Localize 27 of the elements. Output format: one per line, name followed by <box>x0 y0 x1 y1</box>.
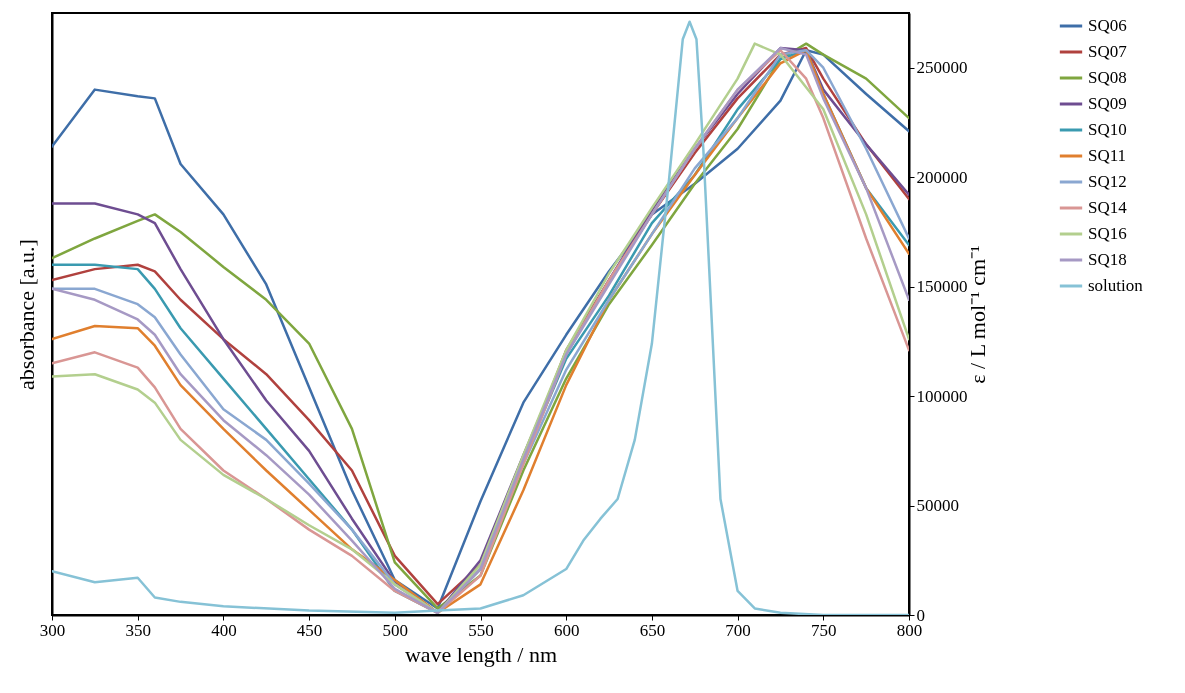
legend-label: SQ06 <box>1088 16 1127 35</box>
x-tick-label: 400 <box>211 620 237 640</box>
x-tick-label: 700 <box>725 620 751 640</box>
x-tick-label: 650 <box>639 620 666 640</box>
legend-label: SQ10 <box>1088 120 1127 139</box>
x-tick-label: 500 <box>382 620 409 640</box>
x-tick-label: 550 <box>468 620 494 640</box>
legend-label: SQ08 <box>1088 68 1127 87</box>
legend-label: SQ12 <box>1088 172 1127 191</box>
y-axis-title: absorbance [a.u.] <box>13 239 39 390</box>
legend-label: solution <box>1088 276 1144 295</box>
y2-tick-label: 250000 <box>916 58 968 78</box>
x-tick-label: 450 <box>296 620 323 640</box>
y2-tick-label: 200000 <box>916 167 968 187</box>
legend-label: SQ18 <box>1088 250 1127 269</box>
x-tick-label: 750 <box>811 620 837 640</box>
legend-label: SQ14 <box>1088 198 1128 217</box>
x-tick-label: 600 <box>553 620 580 640</box>
legend-label: SQ16 <box>1088 224 1127 243</box>
legend-label: SQ09 <box>1088 94 1127 113</box>
y2-tick-label: 100000 <box>916 386 968 406</box>
legend-label: SQ11 <box>1088 146 1127 165</box>
x-axis-title: wave length / nm <box>404 641 558 667</box>
x-tick-label: 350 <box>125 620 151 640</box>
legend-label: SQ07 <box>1088 42 1128 61</box>
y2-tick-label: 50000 <box>916 496 959 516</box>
x-tick-label: 300 <box>39 620 66 640</box>
